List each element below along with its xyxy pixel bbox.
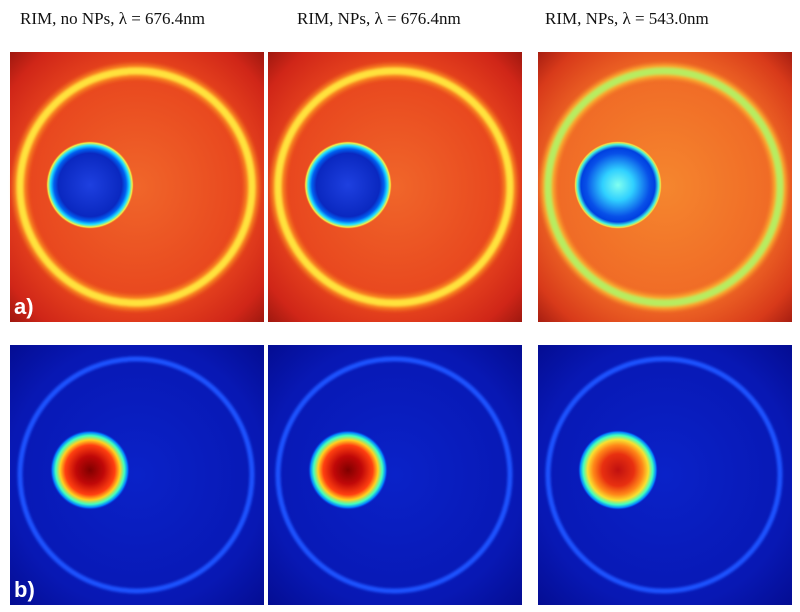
spot xyxy=(308,430,388,510)
panel-label: a) xyxy=(14,294,34,319)
panel-label: b) xyxy=(14,577,35,602)
spot xyxy=(578,430,658,510)
image-panel xyxy=(538,345,792,605)
image-panel xyxy=(10,345,264,605)
ring xyxy=(545,356,783,594)
ring xyxy=(544,67,784,307)
spot xyxy=(50,430,130,510)
spot xyxy=(46,141,134,229)
ring xyxy=(16,67,256,307)
ring xyxy=(17,356,255,594)
spot xyxy=(304,141,392,229)
ring xyxy=(275,356,513,594)
column-title: RIM, no NPs, λ = 676.4nm xyxy=(20,9,205,28)
column-title: RIM, NPs, λ = 676.4nm xyxy=(297,9,461,28)
spot xyxy=(574,141,662,229)
panels xyxy=(10,52,792,605)
ring xyxy=(274,67,514,307)
column-title: RIM, NPs, λ = 543.0nm xyxy=(545,9,709,28)
image-panel xyxy=(268,345,522,605)
